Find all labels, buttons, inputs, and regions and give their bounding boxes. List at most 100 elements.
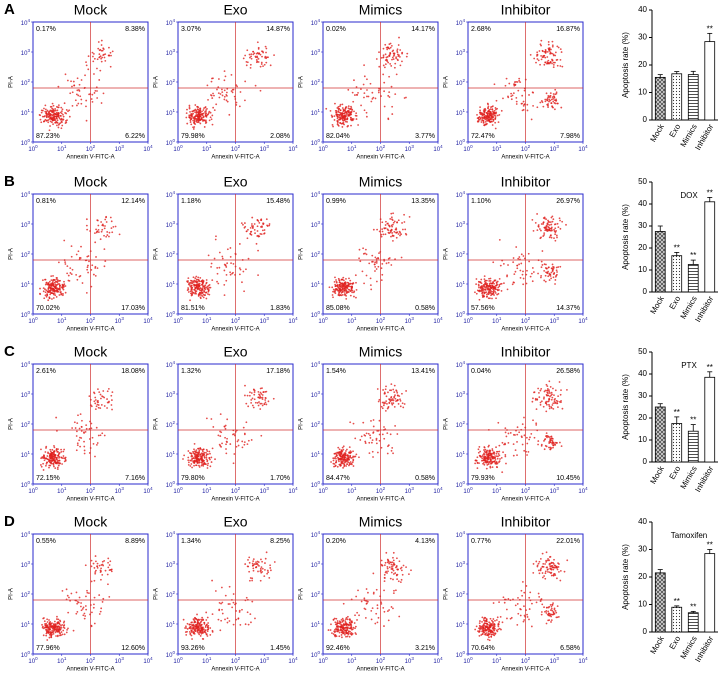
tick-exponent: 4 bbox=[585, 144, 588, 149]
tick-label: 101 bbox=[202, 656, 212, 664]
tick-label: 104 bbox=[21, 18, 31, 26]
cell-dot bbox=[531, 91, 534, 94]
cell-dot bbox=[200, 294, 202, 296]
cell-dot bbox=[61, 124, 64, 127]
tick-base: 10 bbox=[521, 489, 528, 495]
cell-dot bbox=[49, 291, 52, 294]
tick-label: 104 bbox=[143, 656, 153, 664]
cell-dot bbox=[264, 568, 266, 571]
cell-dot bbox=[50, 635, 53, 638]
cell-dot bbox=[550, 234, 552, 237]
cell-dot bbox=[485, 291, 488, 294]
cell-dot bbox=[212, 92, 214, 95]
cell-dot bbox=[544, 274, 547, 277]
cell-dot bbox=[388, 91, 391, 94]
cell-dot bbox=[536, 58, 539, 60]
cell-dot bbox=[250, 230, 253, 233]
cell-dot bbox=[60, 112, 63, 115]
cell-dot bbox=[555, 230, 558, 232]
cell-dot bbox=[559, 441, 561, 444]
cell-dot bbox=[504, 442, 506, 445]
cell-dot bbox=[391, 225, 394, 228]
cell-dot bbox=[342, 108, 345, 111]
x-axis-label: Annexin V-FITC-A bbox=[211, 667, 259, 673]
cell-dot bbox=[393, 66, 396, 69]
cell-dot bbox=[207, 624, 210, 627]
cell-dot bbox=[221, 91, 224, 94]
cell-dot bbox=[381, 407, 384, 410]
cell-dot bbox=[43, 107, 45, 110]
cell-dot bbox=[101, 228, 104, 231]
cell-dot bbox=[217, 618, 220, 621]
cell-dot bbox=[483, 463, 486, 466]
cell-dot bbox=[61, 285, 64, 288]
cell-dot bbox=[352, 422, 355, 425]
tick-label: 101 bbox=[21, 620, 31, 628]
cell-dot bbox=[489, 456, 491, 459]
tick-exponent: 3 bbox=[556, 144, 559, 149]
cell-dot bbox=[498, 460, 501, 463]
cell-dot bbox=[554, 233, 557, 236]
tick-base: 10 bbox=[311, 283, 318, 289]
cell-dot bbox=[205, 297, 208, 300]
cell-dot bbox=[188, 623, 191, 626]
cell-dot bbox=[388, 96, 391, 98]
cell-dot bbox=[236, 85, 238, 88]
tick-base: 10 bbox=[166, 313, 173, 319]
cell-dot bbox=[546, 56, 549, 58]
cell-dot bbox=[552, 387, 554, 390]
cell-dot bbox=[480, 278, 483, 281]
tick-label: 103 bbox=[260, 656, 270, 664]
cell-dot bbox=[365, 274, 368, 277]
cell-dot bbox=[57, 454, 59, 457]
cell-dot bbox=[493, 114, 496, 117]
cell-dot bbox=[392, 212, 395, 215]
tick-base: 10 bbox=[166, 563, 173, 569]
cell-dot bbox=[245, 60, 248, 63]
tick-base: 10 bbox=[21, 423, 28, 429]
cell-dot bbox=[256, 219, 259, 221]
cell-dot bbox=[223, 294, 226, 297]
cell-dot bbox=[55, 296, 58, 298]
bar bbox=[704, 201, 716, 293]
cell-dot bbox=[205, 633, 208, 636]
cell-dot bbox=[403, 213, 405, 216]
cell-dot bbox=[206, 635, 209, 637]
cell-dot bbox=[354, 94, 356, 96]
cell-dot bbox=[107, 561, 109, 564]
cell-dot bbox=[544, 56, 547, 59]
cell-dot bbox=[547, 225, 549, 228]
cell-dot bbox=[549, 448, 552, 451]
cell-dot bbox=[335, 111, 338, 114]
cell-dot bbox=[92, 562, 95, 565]
tick-label: 101 bbox=[21, 280, 31, 288]
cell-dot bbox=[548, 272, 551, 275]
cell-dot bbox=[548, 279, 551, 281]
cell-dot bbox=[560, 389, 562, 392]
cell-dot bbox=[54, 631, 57, 634]
cell-dot bbox=[85, 608, 88, 611]
cell-dot bbox=[192, 618, 195, 621]
cell-dot bbox=[361, 270, 364, 273]
cell-dot bbox=[195, 459, 197, 461]
tick-exponent: 3 bbox=[27, 390, 30, 395]
cell-dot bbox=[542, 223, 545, 225]
cell-dot bbox=[97, 224, 100, 227]
cell-dot bbox=[529, 275, 532, 278]
cell-dot bbox=[241, 440, 244, 443]
cell-dot bbox=[63, 460, 66, 463]
cell-dot bbox=[355, 288, 358, 291]
cell-dot bbox=[102, 597, 105, 600]
tick-exponent: 2 bbox=[27, 78, 30, 83]
cell-dot bbox=[264, 399, 267, 401]
cell-dot bbox=[372, 419, 375, 421]
plot-title: Mock bbox=[74, 344, 108, 360]
cell-dot bbox=[489, 458, 492, 461]
cell-dot bbox=[382, 73, 385, 76]
cell-dot bbox=[65, 120, 67, 122]
cell-dot bbox=[50, 284, 53, 287]
cell-dot bbox=[80, 437, 83, 439]
cell-dot bbox=[58, 459, 61, 462]
cell-dot bbox=[198, 279, 200, 282]
cell-dot bbox=[103, 559, 106, 562]
